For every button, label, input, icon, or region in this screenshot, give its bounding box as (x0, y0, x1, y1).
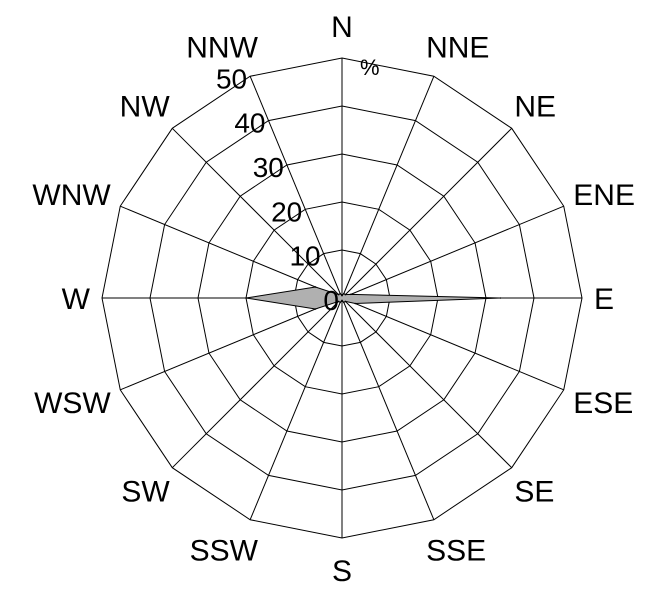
direction-label-wsw: WSW (34, 387, 111, 420)
data-point-ese (354, 302, 357, 305)
data-point-ssw (339, 301, 341, 304)
direction-label-s: S (332, 555, 352, 588)
data-point-sse (343, 301, 345, 304)
direction-label-nne: NNE (426, 32, 489, 65)
radial-tick-label: 50 (216, 63, 247, 94)
direction-labels: N NNE NE ENE E ESE SE SSE S SSW SW WSW W WNW NW NNW (32, 11, 635, 588)
direction-label-ssw: SSW (190, 534, 259, 567)
data-point-ne (344, 293, 347, 296)
spoke-nw (171, 127, 343, 299)
direction-label-sw: SW (121, 475, 170, 508)
data-point-ene (350, 293, 352, 296)
series-area (245, 286, 501, 310)
direction-label-w: W (62, 283, 91, 316)
data-point-wsw (314, 308, 317, 310)
direction-spokes (102, 58, 582, 538)
data-point-se (344, 300, 347, 303)
direction-label-n: N (331, 11, 353, 44)
spoke-sse (341, 297, 435, 520)
radial-tick-label: 20 (271, 196, 302, 227)
series-layer (245, 286, 502, 310)
radial-tick-label: 40 (234, 108, 265, 139)
direction-label-ese: ESE (573, 387, 633, 420)
direction-label-ne: NE (514, 91, 556, 124)
spoke-wnw (120, 205, 343, 299)
unit-label: % (360, 55, 380, 80)
data-point-sw (337, 300, 340, 303)
data-point-w (245, 297, 247, 299)
direction-label-nw: NW (120, 91, 171, 124)
data-point-wnw (314, 286, 317, 288)
radial-tick-label: 30 (253, 152, 284, 183)
data-point-nne (343, 292, 345, 295)
radial-tick-label: 10 (289, 241, 320, 272)
spoke-ne (341, 127, 513, 299)
direction-label-nnw: NNW (186, 32, 258, 65)
data-point-n (341, 294, 343, 297)
spoke-wsw (120, 297, 343, 391)
spoke-se (341, 297, 513, 469)
spoke-ese (341, 297, 564, 391)
direction-label-sse: SSE (426, 534, 486, 567)
radial-tick-labels: 010 20 30 40 50 (216, 63, 339, 316)
direction-label-ene: ENE (573, 179, 635, 212)
data-point-nw (337, 293, 340, 296)
data-point-e (499, 297, 502, 299)
direction-label-e: E (594, 283, 614, 316)
data-point-nnw (339, 292, 341, 295)
direction-label-wnw: WNW (32, 179, 111, 212)
data-point-s (341, 299, 343, 302)
spoke-ene (341, 205, 564, 299)
spoke-nnw (249, 76, 343, 299)
spoke-sw (171, 297, 343, 469)
spoke-nne (341, 76, 435, 299)
radial-tick-label: 0 (323, 285, 339, 316)
direction-label-se: SE (514, 475, 554, 508)
spoke-ssw (249, 297, 343, 520)
